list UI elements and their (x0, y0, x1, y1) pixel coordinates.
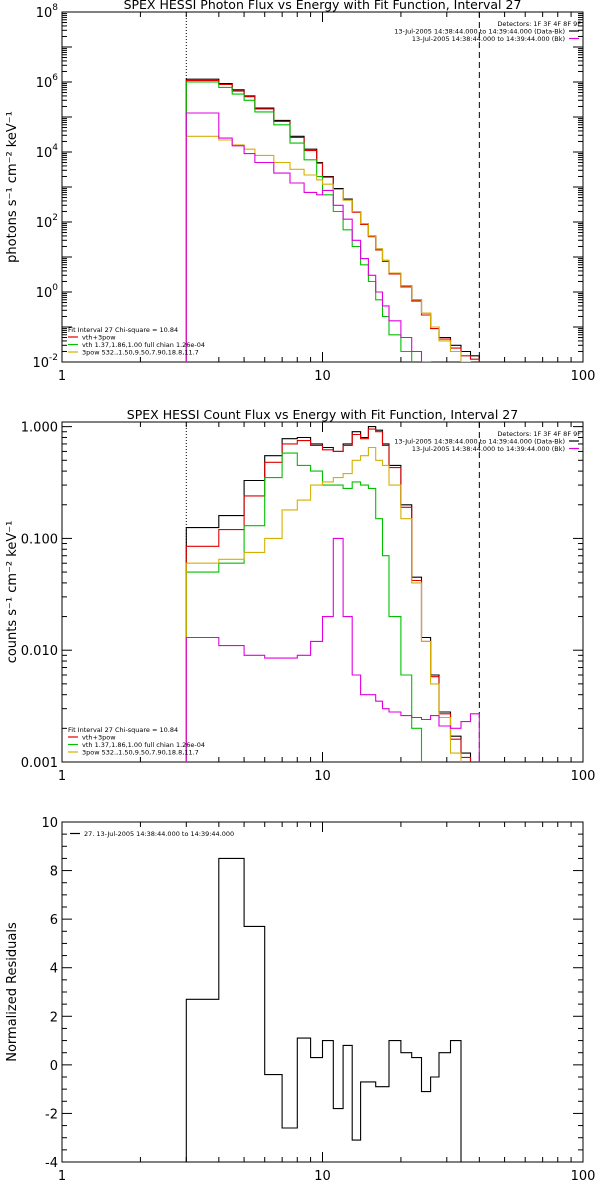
y-tick-label: 6 (50, 913, 58, 928)
y-tick-label: 102 (36, 213, 58, 231)
series-line (185, 857, 462, 1162)
y-tick-label: 100 (36, 283, 59, 301)
y-tick-label: 106 (36, 73, 59, 91)
legend-text: 13-Jul-2005 14:38:44.000 to 14:39:44.000… (394, 438, 565, 446)
chart-panel-2: SPEX HESSI Count Flux vs Energy with Fit… (5, 407, 595, 784)
legend-text: 3pow 532.,1.50,9.50,7.90,18.8,11.7 (82, 349, 199, 357)
series-group (185, 857, 462, 1162)
legend-text: vth+3pow (82, 334, 116, 342)
x-tick-label: 1 (58, 369, 66, 384)
series-group (185, 78, 480, 362)
legend-text: 13-Jul-2005 14:38:44.000 to 14:39:44.000… (412, 445, 565, 453)
x-tick-label: 1 (58, 1169, 66, 1184)
x-tick-label: 1 (58, 769, 66, 784)
y-tick-label: 0.001 (21, 756, 58, 771)
x-tick-label: 100 (571, 1169, 596, 1184)
legend-text: Detectors: 1F 3F 4F 8F 9F (497, 430, 581, 438)
series-line (185, 537, 480, 762)
legend-text: 13-Jul-2005 14:38:44.000 to 14:39:44.000… (412, 35, 565, 43)
legend-text: 27. 13-Jul-2005 14:38:44.000 to 14:39:44… (84, 830, 234, 838)
plot-frame (61, 821, 584, 1163)
series-line (185, 78, 480, 362)
legend-text: vth 1.37,1.86,1.00 full chian 1.26e-04 (82, 341, 205, 349)
y-axis-label: counts s⁻¹ cm⁻² keV⁻¹ (5, 521, 20, 664)
x-tick-label: 10 (314, 769, 331, 784)
chart-panel-3: 1 10 100 -4 -2 0 2 4 6 8 10 Normalized Residuals 27.… (5, 816, 595, 1184)
series-line (185, 80, 480, 362)
series-line (185, 81, 413, 362)
series-group (185, 426, 480, 762)
y-axis-label: Normalized Residuals (5, 922, 20, 1062)
legend-text: vth 1.37,1.86,1.00 full chian 1.26e-04 (82, 741, 205, 749)
y-axis-label: photons s⁻¹ cm⁻² keV⁻¹ (5, 111, 20, 263)
y-tick-label: 0.100 (21, 532, 58, 547)
legend-text: 13-Jul-2005 14:38:44.000 to 14:39:44.000… (394, 28, 565, 36)
y-tick-label: 1.000 (21, 421, 58, 436)
chart-panel-1: SPEX HESSI Photon Flux vs Energy with Fi… (5, 0, 595, 384)
series-line (185, 112, 432, 362)
y-tick-label: 0.010 (21, 644, 58, 659)
y-tick-label: 10-2 (32, 353, 58, 371)
series-line (185, 452, 423, 762)
chart-title: SPEX HESSI Photon Flux vs Energy with Fi… (124, 0, 522, 12)
x-tick-label: 100 (571, 769, 596, 784)
y-tick-label: -4 (45, 1156, 58, 1171)
y-tick-label: 104 (36, 143, 59, 161)
legend-text: Fit Interval 27 Chi-square = 10.84 (68, 326, 178, 334)
x-tick-label: 100 (571, 369, 596, 384)
y-tick-label: 0 (50, 1059, 58, 1074)
legend-text: Detectors: 1F 3F 4F 8F 9F (497, 20, 581, 28)
y-tick-label: 2 (50, 1010, 58, 1025)
y-tick-label: -2 (45, 1107, 58, 1122)
x-tick-label: 10 (314, 369, 331, 384)
legend-text: 3pow 532.,1.50,9.50,7.90,18.8,11.7 (82, 749, 199, 757)
y-tick-label: 10 (41, 816, 58, 831)
chart-title: SPEX HESSI Count Flux vs Energy with Fit… (127, 407, 518, 422)
series-line (185, 446, 462, 762)
legend-text: Fit Interval 27 Chi-square = 10.84 (68, 726, 178, 734)
x-tick-label: 10 (314, 1169, 331, 1184)
y-tick-label: 8 (50, 865, 58, 880)
legend-text: vth+3pow (82, 734, 116, 742)
y-tick-label: 108 (36, 3, 59, 21)
series-line (185, 135, 472, 362)
y-tick-label: 4 (50, 962, 58, 977)
